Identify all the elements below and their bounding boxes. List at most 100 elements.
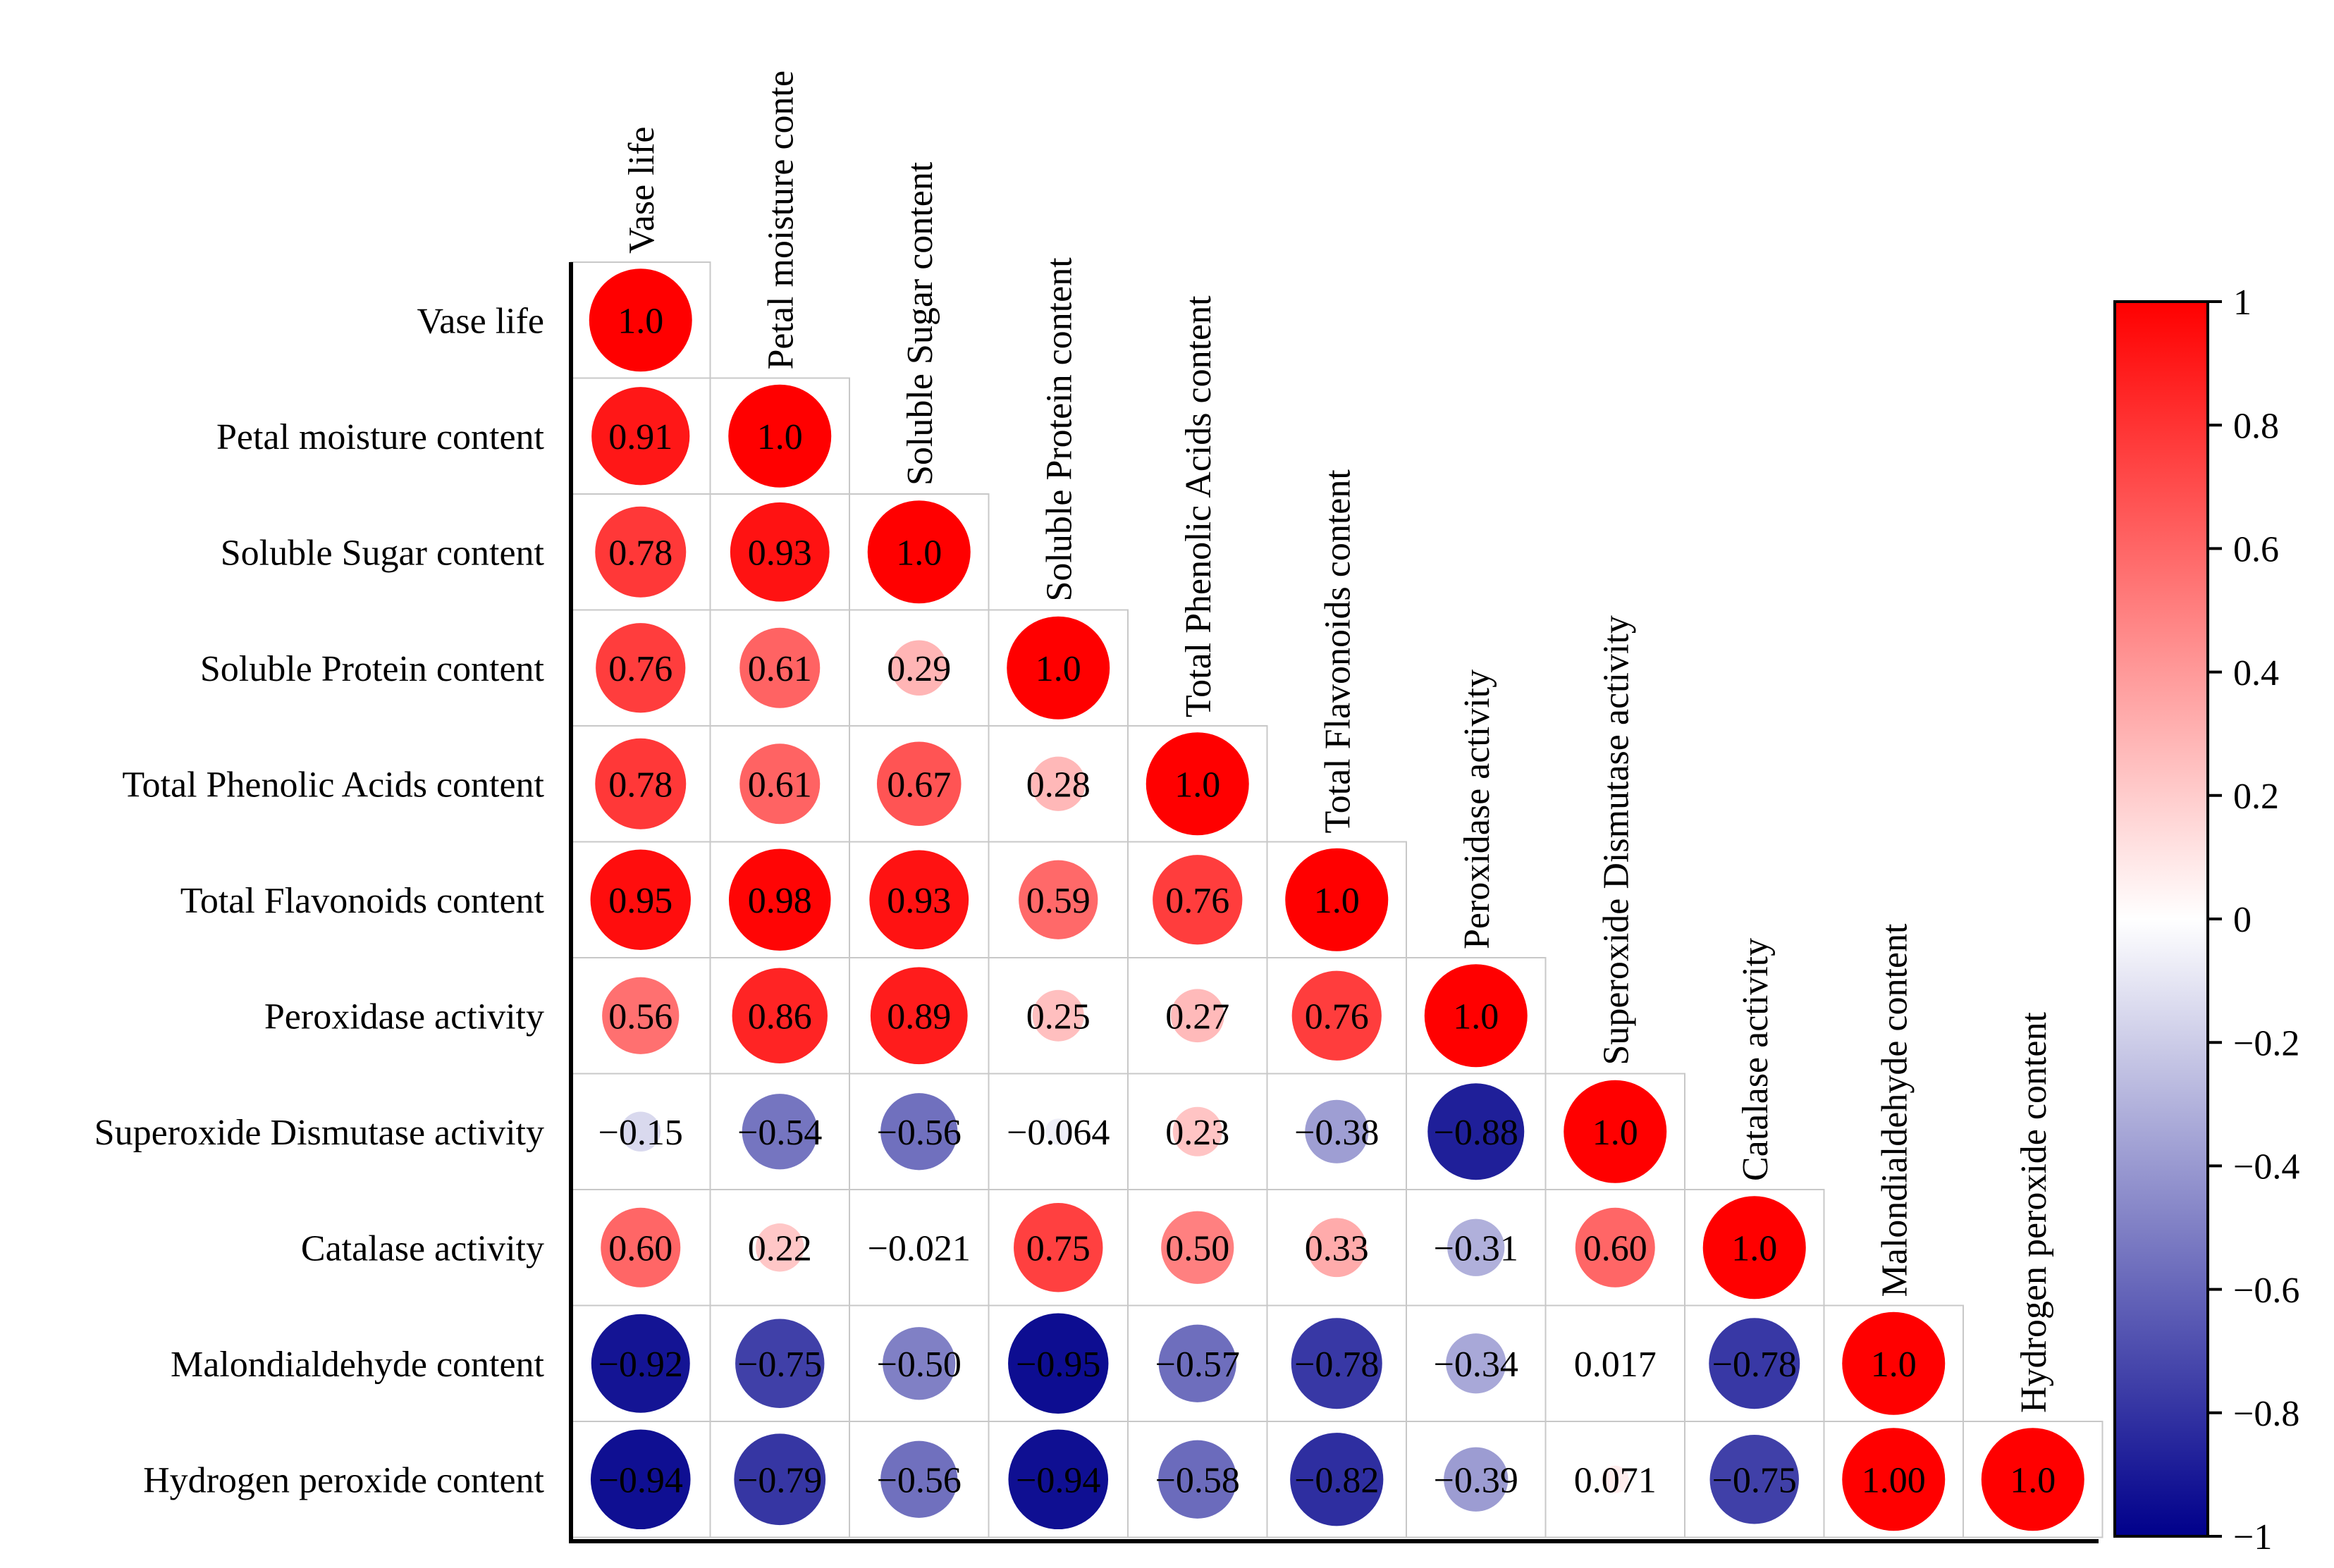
cell-r10-c5: −0.82: [1266, 1421, 1407, 1538]
cell-r9-c6: −0.34: [1406, 1304, 1547, 1422]
correlation-circle: [1008, 1313, 1109, 1414]
correlation-value: 1.0: [1592, 1113, 1638, 1153]
correlation-circle: [590, 1429, 691, 1530]
cell-r8-c2: −0.021: [849, 1189, 990, 1307]
row-label: Petal moisture content: [216, 417, 545, 457]
cell-r4-c4: 1.0: [1127, 725, 1268, 843]
cell-r7-c4: 0.23: [1127, 1073, 1268, 1190]
cell-r6-c1: 0.86: [709, 957, 850, 1075]
cell-r10-c6: −0.39: [1406, 1421, 1547, 1538]
correlation-circle: [1446, 1333, 1506, 1394]
cell-r9-c1: −0.75: [709, 1304, 850, 1422]
correlation-value: 0.25: [1026, 996, 1091, 1037]
correlation-value: 0.75: [1026, 1228, 1091, 1268]
cell-r6-c6: 1.0: [1406, 957, 1547, 1075]
correlation-circle: [1045, 1118, 1071, 1145]
correlation-circle: [728, 848, 831, 951]
correlation-circle: [591, 1314, 690, 1413]
cell-r5-c5: 1.0: [1266, 841, 1407, 958]
correlation-value: 0.60: [1583, 1228, 1647, 1268]
correlation-value: 0.91: [608, 417, 672, 457]
cell-r10-c10: 1.0: [1963, 1421, 2103, 1538]
column-label: Soluble Sugar content: [900, 161, 940, 486]
correlation-circle: [1291, 1318, 1382, 1409]
column-label: Superoxide Dismutase activity: [1596, 615, 1636, 1065]
correlation-value: 0.93: [748, 533, 812, 573]
row-label: Catalase activity: [301, 1228, 544, 1268]
cell-r7-c2: −0.56: [849, 1073, 990, 1190]
cell-r2-c2: 1.0: [849, 493, 990, 611]
correlation-value: 0.76: [1165, 881, 1229, 921]
colorbar: [2113, 300, 2209, 1538]
correlation-value: 0.61: [748, 765, 812, 805]
cell-r8-c4: 0.50: [1127, 1189, 1268, 1307]
correlation-value: −0.78: [1294, 1345, 1379, 1385]
cell-r5-c4: 0.76: [1127, 841, 1268, 958]
correlation-value: 1.0: [1871, 1345, 1917, 1385]
cell-r10-c0: −0.94: [570, 1421, 711, 1538]
correlation-value: −0.56: [877, 1460, 962, 1500]
correlation-value: −0.92: [598, 1345, 683, 1385]
correlation-value: 1.0: [1314, 881, 1360, 921]
correlation-value: −0.54: [737, 1113, 822, 1153]
row-label: Vase life: [417, 301, 544, 341]
cell-r1-c1: 1.0: [709, 377, 850, 495]
correlation-value: −0.31: [1434, 1228, 1518, 1268]
correlation-value: −0.88: [1434, 1113, 1518, 1153]
cell-r5-c0: 0.95: [570, 841, 711, 958]
correlation-circle: [1158, 1440, 1237, 1519]
correlation-value: −0.064: [1007, 1113, 1110, 1153]
cell-r4-c2: 0.67: [849, 725, 990, 843]
correlation-value: 1.0: [1731, 1228, 1777, 1268]
correlation-value: 0.28: [1026, 765, 1091, 805]
correlation-circle: [1153, 855, 1243, 945]
correlation-circle: [1427, 1083, 1525, 1180]
correlation-value: 0.017: [1574, 1345, 1657, 1385]
correlation-value: −0.94: [598, 1460, 683, 1500]
correlation-circle: [595, 506, 687, 598]
correlation-circle: [1290, 1433, 1384, 1526]
cell-r5-c2: 0.93: [849, 841, 990, 958]
cell-r2-c1: 0.93: [709, 493, 850, 611]
correlation-value: 0.29: [887, 649, 951, 689]
correlation-circle: [1305, 1099, 1369, 1163]
colorbar-tick-label: 0.4: [2233, 653, 2279, 693]
column-label: Hydrogen peroxide content: [2014, 1012, 2054, 1413]
cell-r10-c1: −0.79: [709, 1421, 850, 1538]
colorbar-tick-label: −1: [2233, 1517, 2272, 1557]
correlation-circle: [880, 1093, 958, 1171]
cell-r9-c2: −0.50: [849, 1304, 990, 1422]
correlation-value: 1.0: [1453, 996, 1499, 1037]
correlation-circle: [1709, 1435, 1799, 1524]
correlation-circle: [756, 1223, 804, 1272]
cell-r6-c4: 0.27: [1127, 957, 1268, 1075]
correlation-value: 0.76: [1305, 996, 1369, 1037]
column-label: Catalase activity: [1736, 938, 1776, 1181]
cell-r8-c1: 0.22: [709, 1189, 850, 1307]
correlation-value: 1.00: [1862, 1460, 1926, 1500]
correlation-value: −0.39: [1434, 1460, 1518, 1500]
column-label: Peroxidase activity: [1457, 669, 1497, 949]
colorbar-tick-label: 0.6: [2233, 530, 2279, 570]
correlation-value: 0.61: [748, 649, 812, 689]
correlation-value: 0.59: [1026, 881, 1091, 921]
colorbar-tick-label: 0.2: [2233, 777, 2279, 817]
row-label: Peroxidase activity: [264, 996, 544, 1037]
colorbar-tick-label: 1: [2233, 283, 2252, 323]
row-label: Total Flavonoids content: [180, 881, 545, 921]
cell-r10-c2: −0.56: [849, 1421, 990, 1538]
correlation-value: 0.76: [608, 649, 672, 689]
correlation-value: −0.57: [1155, 1345, 1240, 1385]
correlation-circle: [1019, 860, 1098, 939]
correlation-value: 0.50: [1165, 1228, 1229, 1268]
cell-r10-c3: −0.94: [988, 1421, 1129, 1538]
cell-r9-c9: 1.0: [1823, 1304, 1964, 1422]
correlation-circle: [728, 384, 832, 488]
colorbar-tick-label: −0.6: [2233, 1271, 2299, 1311]
correlation-circle: [1285, 848, 1389, 951]
cell-r10-c7: 0.071: [1544, 1421, 1685, 1538]
cell-r4-c0: 0.78: [570, 725, 711, 843]
cell-r7-c5: −0.38: [1266, 1073, 1407, 1190]
cell-r8-c6: −0.31: [1406, 1189, 1547, 1307]
